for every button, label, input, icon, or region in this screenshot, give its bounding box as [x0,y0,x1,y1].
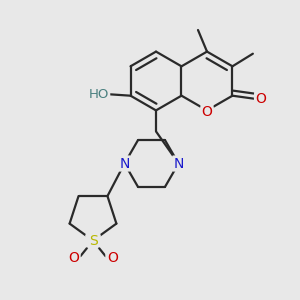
Text: O: O [68,251,79,265]
Text: O: O [255,92,266,106]
Text: O: O [107,251,118,265]
Text: HO: HO [89,88,109,101]
FancyBboxPatch shape [67,252,81,263]
FancyBboxPatch shape [85,234,101,247]
FancyBboxPatch shape [200,106,214,118]
Text: O: O [202,105,212,119]
Text: N: N [173,157,184,170]
Text: S: S [88,234,98,248]
FancyBboxPatch shape [92,88,106,100]
Text: N: N [119,157,130,170]
FancyBboxPatch shape [117,157,132,170]
FancyBboxPatch shape [106,252,119,263]
FancyBboxPatch shape [254,93,267,104]
FancyBboxPatch shape [171,157,186,170]
